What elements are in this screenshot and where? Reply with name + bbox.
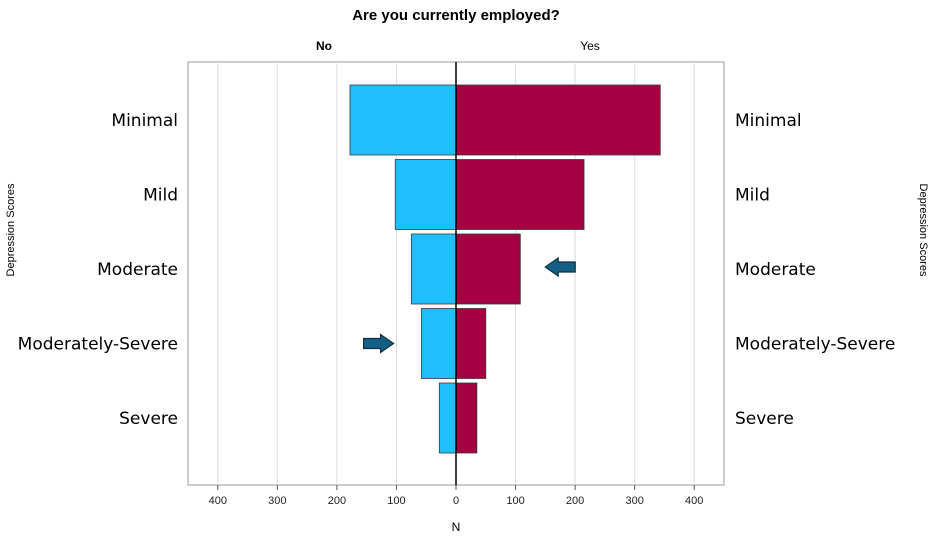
x-tick-label: 100 [387,495,405,507]
left-category-labels: Minimal Mild Moderate Moderately-Severe Seve… [18,111,178,429]
y-axis-label-right: Depression Scores [917,184,929,277]
bar-yes [455,84,661,156]
annotation-arrows [362,256,576,354]
category-label-left: Mild [143,186,178,206]
y-axis-label-left: Depression Scores [5,183,17,276]
right-category-labels: Minimal Mild Moderate Moderately-Severe Seve… [735,111,895,429]
x-axis-label: N [452,520,461,534]
panel-label-no: No [316,39,332,53]
category-label-left: Moderate [97,260,178,280]
category-label-right: Minimal [735,111,802,131]
bar-no [410,233,457,305]
x-tick-label: 300 [625,495,643,507]
bar-yes [455,233,521,305]
bar-no [438,382,457,454]
panel-label-yes: Yes [580,39,600,53]
bar-yes [455,308,487,379]
category-label-right: Moderate [735,260,816,280]
bar-no [349,84,457,156]
category-label-right: Mild [735,186,770,206]
category-label-left: Moderately-Severe [18,335,178,355]
arrow-right-icon [362,333,395,354]
bar-yes [455,159,585,230]
arrow-left-icon [544,256,576,278]
x-tick-label: 100 [506,495,524,507]
x-tick-labels: 400 300 200 100 0 100 200 300 400 [209,485,703,507]
category-label-left: Severe [119,409,178,429]
bar-yes [455,382,478,454]
category-label-right: Severe [735,409,794,429]
x-tick-label: 0 [453,495,459,507]
bar-no [421,308,457,379]
x-tick-label: 400 [209,495,227,507]
chart-title: Are you currently employed? [352,7,560,24]
x-tick-label: 200 [566,495,584,507]
category-label-right: Moderately-Severe [735,335,895,355]
bar-no [394,159,457,230]
x-tick-label: 300 [268,495,286,507]
x-tick-label: 400 [685,495,703,507]
x-tick-label: 200 [328,495,346,507]
bars [349,84,661,454]
category-label-left: Minimal [111,111,178,131]
